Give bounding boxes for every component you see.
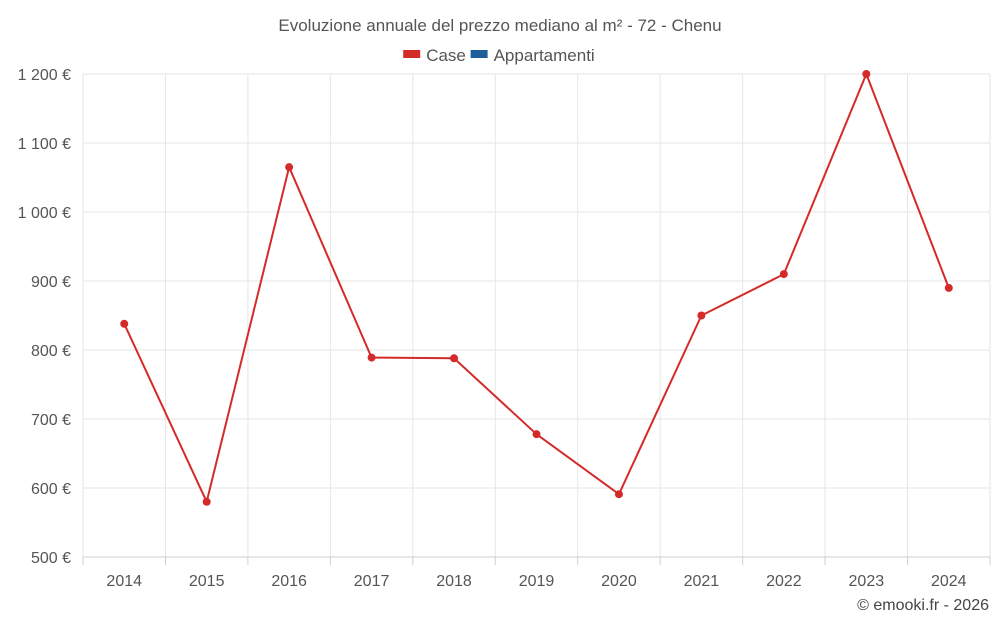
series-layer — [120, 70, 953, 506]
data-point[interactable] — [862, 70, 871, 78]
data-point[interactable] — [450, 354, 459, 363]
legend-item[interactable]: Appartamenti — [494, 46, 595, 65]
data-point[interactable] — [614, 490, 623, 499]
legend: Case Appartamenti — [403, 46, 595, 65]
x-tick-label: 2017 — [354, 573, 390, 590]
y-tick-label: 900 € — [31, 274, 71, 291]
x-axis — [82, 556, 991, 565]
x-gridlines — [82, 74, 991, 557]
data-point[interactable] — [285, 163, 294, 172]
x-tick-label: 2023 — [849, 573, 885, 590]
y-tick-label: 800 € — [31, 343, 71, 360]
data-point[interactable] — [120, 319, 129, 328]
legend-swatch — [470, 50, 488, 58]
x-tick-label: 2015 — [189, 573, 225, 590]
x-tick-label: 2021 — [684, 573, 720, 590]
y-tick-label: 1 200 € — [18, 67, 71, 84]
credit-text: © emooki.fr - 2026 — [857, 597, 989, 614]
x-tick-label: 2019 — [519, 573, 555, 590]
x-tick-label: 2024 — [931, 573, 967, 590]
data-point[interactable] — [367, 353, 376, 362]
legend-swatch — [403, 50, 421, 58]
legend-item[interactable]: Case — [426, 46, 466, 65]
x-axis-labels: 2014 2015 2016 2017 2018 2019 2020 2021 2022 2023… — [106, 573, 966, 590]
data-point[interactable] — [532, 430, 541, 439]
data-point[interactable] — [697, 311, 706, 320]
y-tick-label: 700 € — [31, 412, 71, 429]
y-tick-label: 1 000 € — [18, 205, 71, 222]
y-tick-label: 1 100 € — [18, 136, 71, 153]
x-tick-label: 2022 — [766, 573, 802, 590]
y-tick-label: 600 € — [31, 481, 71, 498]
x-tick-label: 2016 — [271, 573, 307, 590]
data-point[interactable] — [779, 270, 788, 279]
data-point[interactable] — [202, 497, 211, 506]
x-tick-label: 2018 — [436, 573, 472, 590]
data-point[interactable] — [944, 283, 953, 292]
chart-title: Evoluzione annuale del prezzo mediano al… — [278, 16, 721, 35]
y-axis-labels: 500 € 600 € 700 € 800 € 900 € 1 000 € 1 100 € 1… — [18, 67, 71, 567]
x-tick-label: 2014 — [106, 573, 142, 590]
y-tick-label: 500 € — [31, 550, 71, 567]
y-gridlines — [83, 73, 990, 489]
x-tick-label: 2020 — [601, 573, 637, 590]
